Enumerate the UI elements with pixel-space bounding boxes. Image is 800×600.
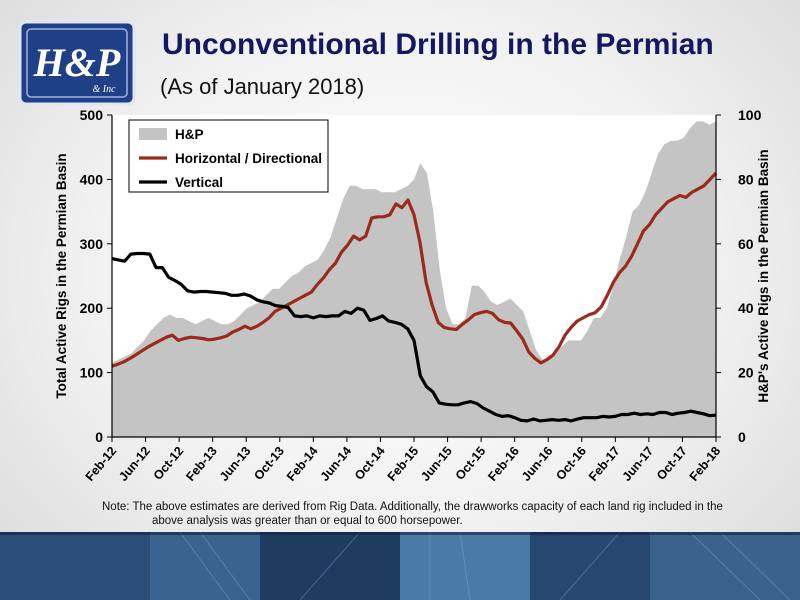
y-tick-label-left: 100	[80, 365, 104, 381]
x-tick-label: Jun-12	[116, 444, 153, 484]
x-tick-label: Feb-12	[83, 444, 120, 484]
x-tick-label: Oct-14	[352, 444, 388, 483]
x-tick-label: Feb-13	[183, 444, 220, 484]
legend-label: H&P	[175, 127, 204, 142]
x-tick-label: Oct-15	[453, 444, 489, 483]
legend-label: Horizontal / Directional	[175, 151, 322, 166]
y-tick-label-right: 80	[738, 171, 754, 187]
x-tick-label: Jun-13	[217, 444, 254, 484]
y-tick-label-left: 500	[80, 107, 104, 123]
x-tick-label: Feb-18	[687, 444, 724, 484]
x-tick-label: Oct-13	[251, 444, 287, 483]
footnote-line-1: Note: The above estimates are derived fr…	[102, 501, 723, 513]
logo-text: H&P	[33, 40, 121, 85]
page-subtitle: (As of January 2018)	[160, 74, 365, 99]
y-tick-label-left: 300	[80, 236, 104, 252]
x-tick-label: Feb-17	[586, 444, 623, 484]
y-tick-label-right: 20	[738, 365, 754, 381]
y-tick-label-right: 100	[738, 107, 762, 123]
y-tick-label-right: 60	[738, 236, 754, 252]
x-tick-label: Jun-17	[620, 444, 657, 484]
x-tick-label: Jun-16	[519, 444, 556, 484]
x-tick-label: Oct-16	[553, 444, 589, 483]
x-tick-label: Feb-15	[385, 444, 422, 484]
y-tick-label-left: 200	[80, 300, 104, 316]
y-tick-label-right: 40	[738, 300, 754, 316]
x-tick-label: Jun-14	[318, 444, 355, 484]
footer-photo-band	[0, 532, 800, 600]
x-tick-label: Feb-14	[284, 444, 321, 484]
legend-label: Vertical	[175, 175, 223, 190]
page-title: Unconventional Drilling in the Permian	[162, 28, 714, 61]
y-tick-label-left: 0	[95, 429, 103, 445]
series-line-horizontal-directional	[111, 171, 718, 368]
y-tick-label-right: 0	[738, 429, 746, 445]
x-tick-label: Oct-17	[654, 444, 690, 483]
hp-logo: H&P & Inc	[18, 20, 136, 106]
footnote: Note: The above estimates are derived fr…	[102, 500, 762, 528]
legend-swatch-hp	[139, 128, 167, 140]
y-axis-title-right: H&P's Active Rigs in the Permian Basin	[756, 149, 771, 402]
footnote-line-2: above analysis was greater than or equal…	[152, 515, 463, 527]
y-tick-label-left: 400	[80, 171, 104, 187]
logo-subtext: & Inc	[92, 84, 116, 95]
x-tick-label: Jun-15	[418, 444, 455, 484]
x-tick-label: Oct-12	[151, 444, 187, 483]
series-area-hp	[112, 121, 716, 438]
y-axis-title-left: Total Active Rigs in the Permian Basin	[54, 153, 69, 398]
x-tick-label: Feb-16	[485, 444, 522, 484]
series-line-vertical	[111, 251, 717, 423]
